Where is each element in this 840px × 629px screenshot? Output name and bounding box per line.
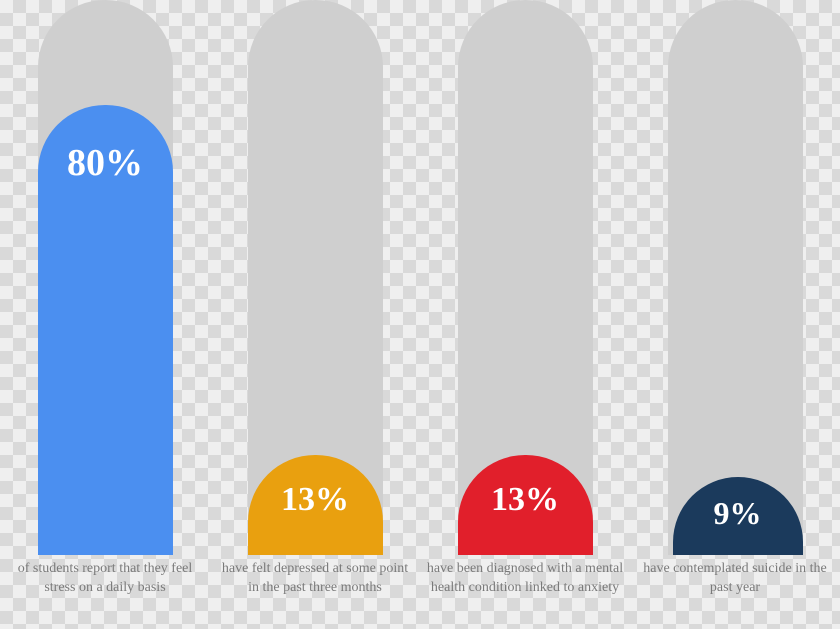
bar-slot: 80%: [38, 0, 173, 555]
bar-value-label: 13%: [491, 481, 559, 519]
bar-slot: 13%: [458, 0, 593, 555]
captions-row: of students report that they feel stress…: [0, 560, 840, 598]
bar-slot: 13%: [248, 0, 383, 555]
bar-caption: have been diagnosed with a mental health…: [425, 560, 625, 598]
bar-value-label: 9%: [714, 495, 762, 532]
bar-value-label: 80%: [67, 141, 143, 185]
bar-caption: of students report that they feel stress…: [5, 560, 205, 598]
bar-bg-capsule: [668, 0, 803, 555]
bars-row: 80% 13% 13% 9%: [0, 0, 840, 555]
bar-slot: 9%: [668, 0, 803, 555]
bar-value-label: 13%: [281, 481, 349, 519]
bar-caption: have felt depressed at some point in the…: [215, 560, 415, 598]
chart-stage: 80% 13% 13% 9% of students report that t…: [0, 0, 840, 629]
bar-caption: have contemplated suicide in the past ye…: [635, 560, 835, 598]
bar-fill-capsule: 80%: [38, 105, 173, 555]
